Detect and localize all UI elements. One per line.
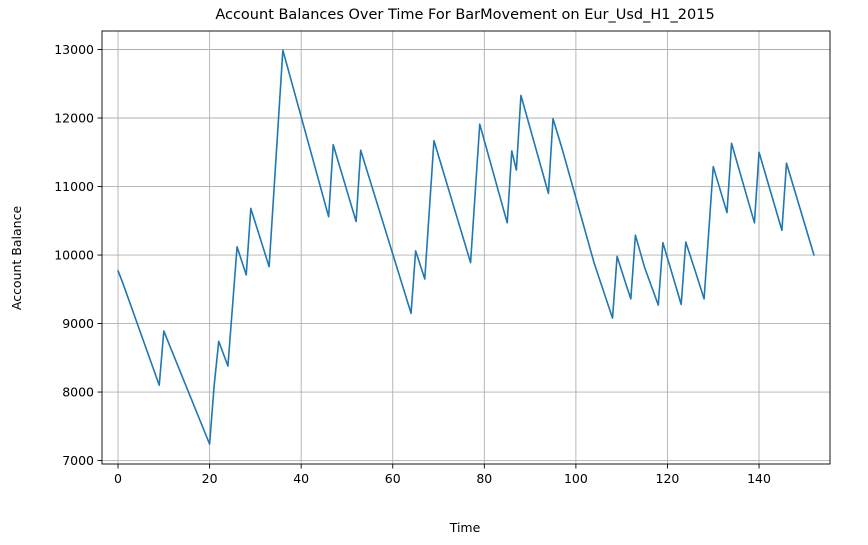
y-tick-label: 12000 [54, 111, 94, 126]
series-layer [117, 49, 815, 445]
x-tick-label: 20 [202, 471, 218, 486]
y-tick-label: 10000 [54, 248, 94, 263]
account-balance-line [117, 49, 815, 445]
y-tick-label: 7000 [62, 453, 94, 468]
x-tick-label: 60 [385, 471, 401, 486]
plot-area-frame [101, 30, 831, 465]
y-tick-label: 8000 [62, 385, 94, 400]
x-axis-label: Time [449, 520, 481, 535]
x-tick-label: 120 [656, 471, 680, 486]
y-tick-label: 9000 [62, 316, 94, 331]
x-tick-label: 0 [114, 471, 122, 486]
y-tick-label: 13000 [54, 42, 94, 57]
x-tick-label: 140 [747, 471, 771, 486]
y-axis-label: Account Balance [9, 206, 24, 311]
x-tick-label: 100 [564, 471, 588, 486]
grid-lines [102, 31, 830, 464]
y-tick-label: 11000 [54, 179, 94, 194]
x-tick-label: 40 [293, 471, 309, 486]
tick-marks-and-labels: 0 20 40 60 80 100 120 140 7000 8000 9000 10000 11000… [54, 42, 771, 486]
x-tick-label: 80 [476, 471, 492, 486]
chart-title: Account Balances Over Time For BarMoveme… [215, 7, 714, 23]
